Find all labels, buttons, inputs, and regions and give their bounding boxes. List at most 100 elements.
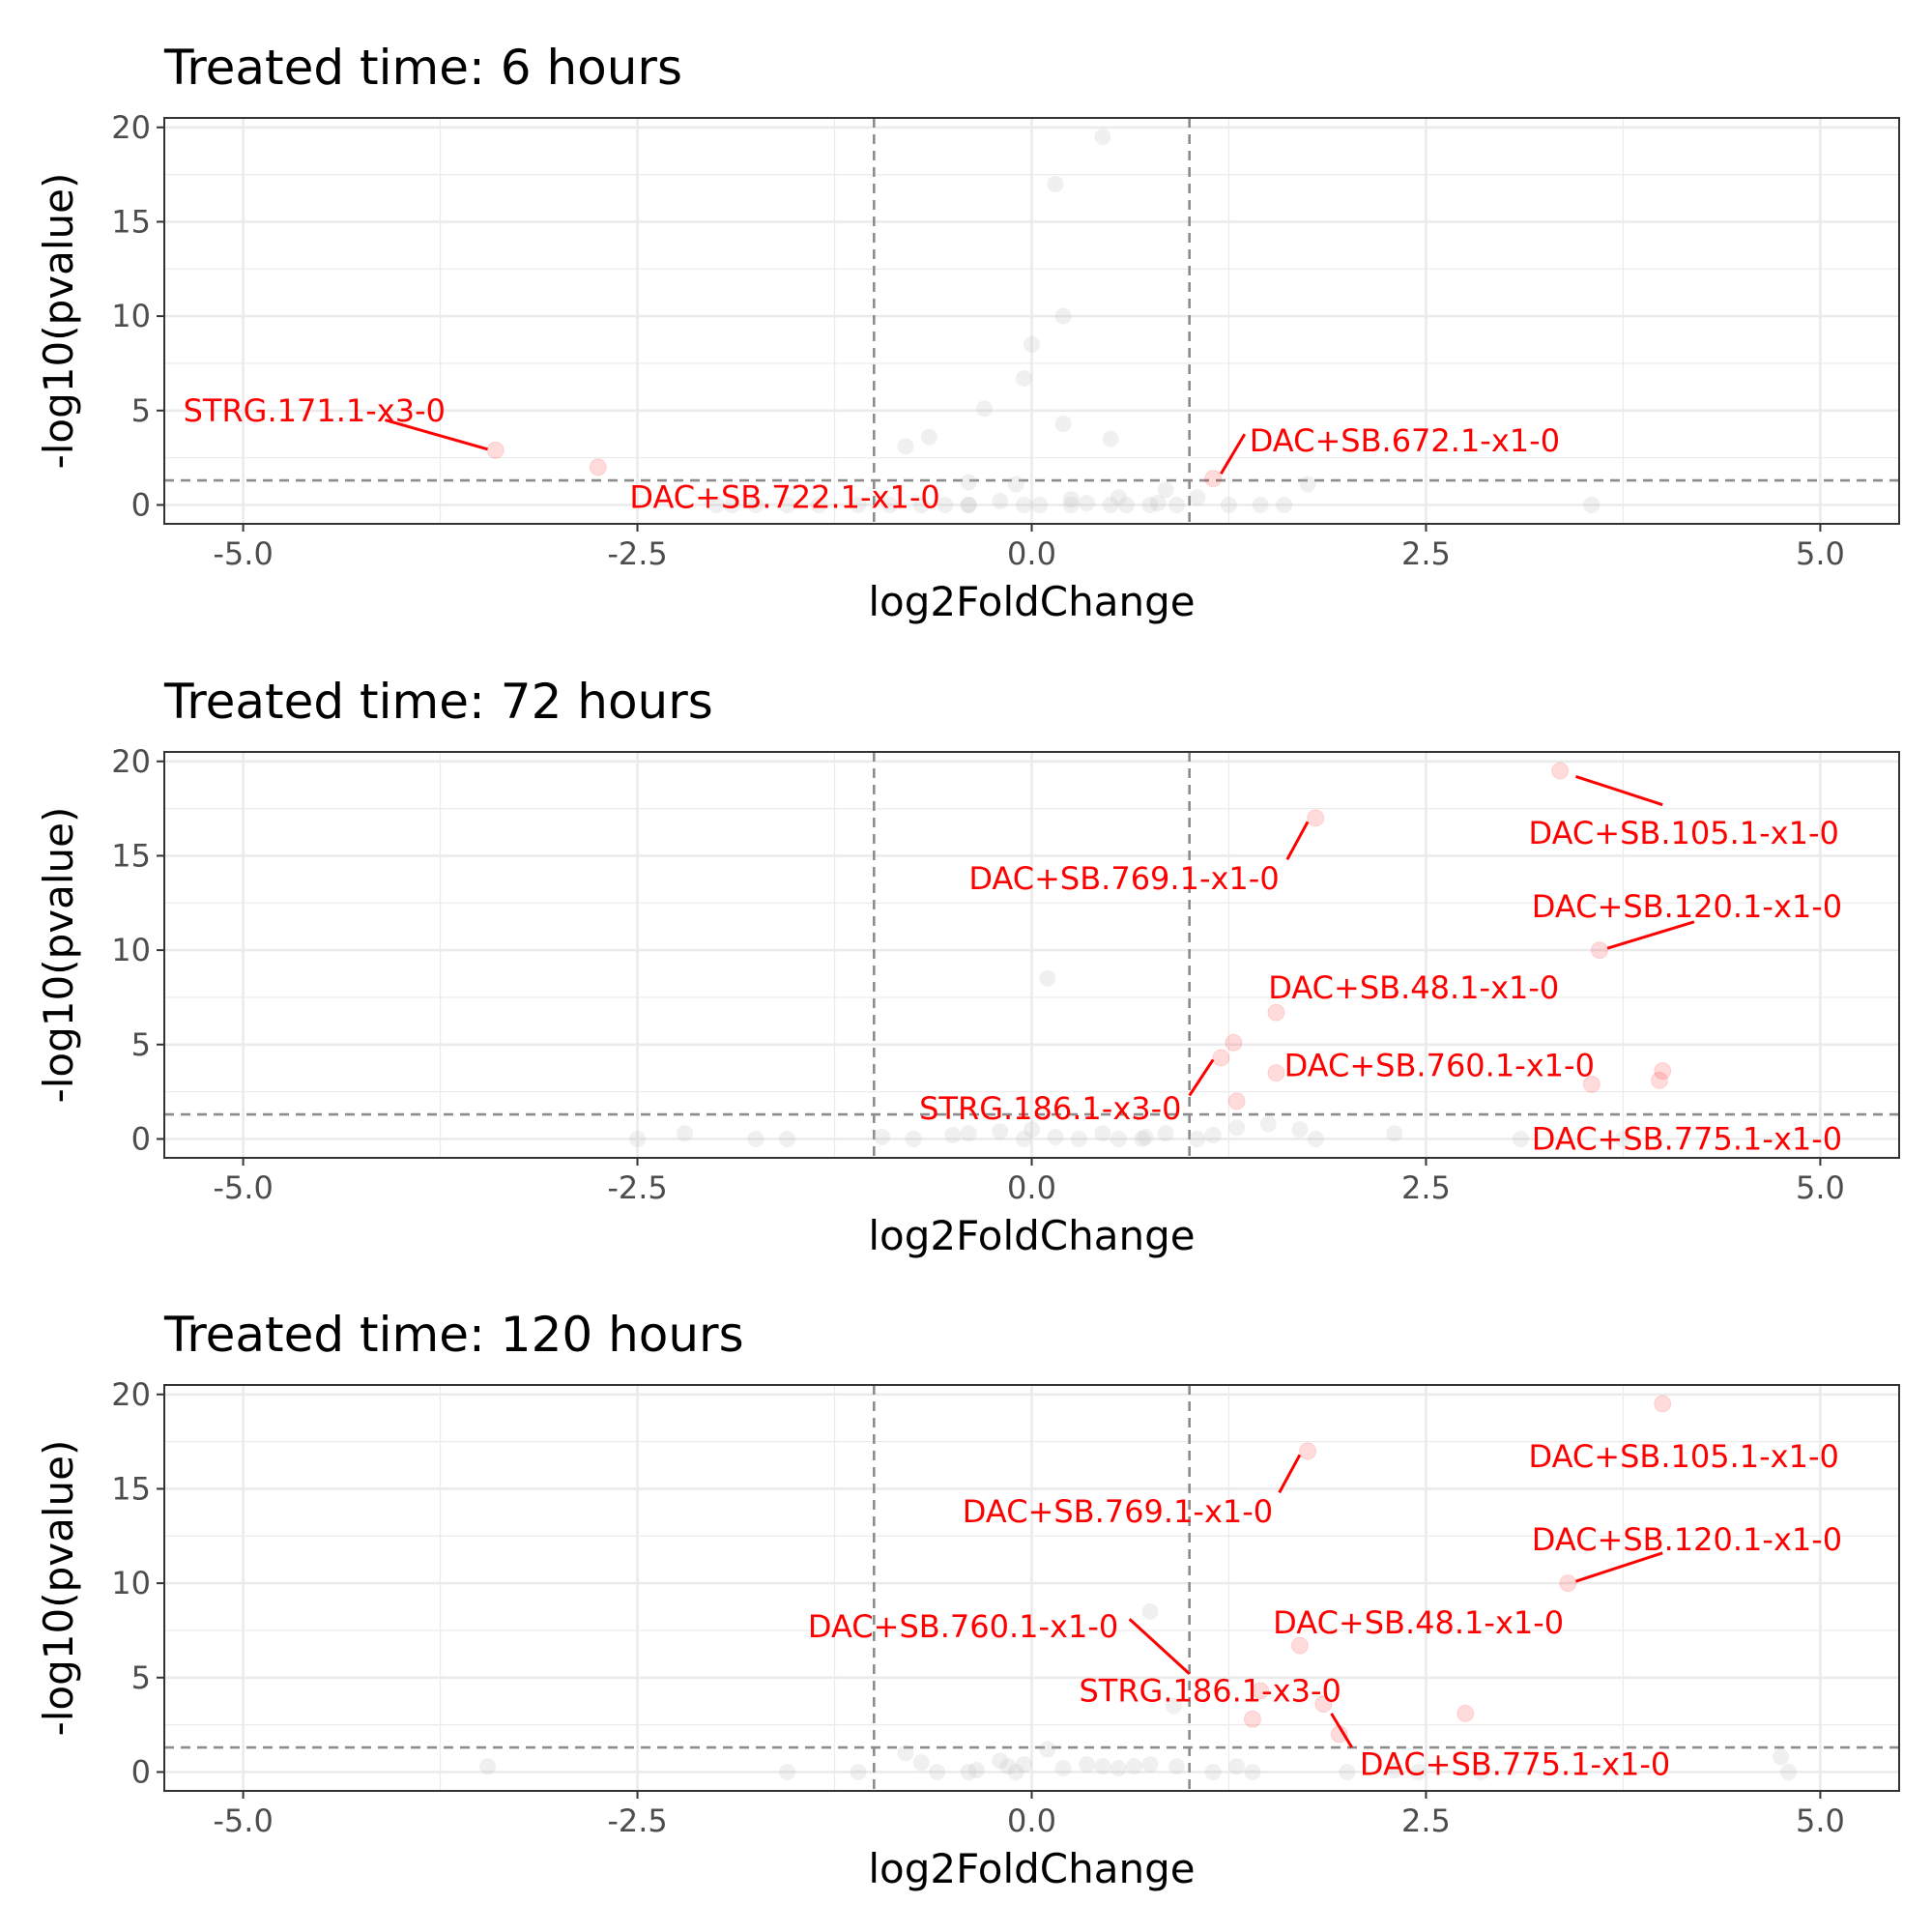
- x-tick-label: 2.5: [1401, 1169, 1451, 1206]
- gene-label: STRG.186.1-x3-0: [1079, 1672, 1341, 1709]
- gene-label: DAC+SB.760.1-x1-0: [808, 1608, 1118, 1645]
- significant-point: [1654, 1062, 1672, 1081]
- nonsignificant-point: [1110, 489, 1127, 506]
- nonsignificant-point: [1141, 496, 1159, 513]
- volcano-panel-2: Treated time: 120 hours DAC+SB.105.1-x1-0…: [35, 1307, 1900, 1892]
- y-axis-label: -log10(pvalue): [35, 173, 82, 470]
- y-tick-label: 20: [111, 109, 151, 146]
- gene-label: STRG.186.1-x3-0: [919, 1090, 1181, 1127]
- nonsignificant-point: [976, 400, 994, 418]
- nonsignificant-point: [992, 1123, 1009, 1140]
- grid-lines: [164, 752, 1899, 1158]
- grid-lines: [164, 1385, 1899, 1791]
- nonsignificant-point: [747, 1130, 764, 1147]
- label-connector: [1575, 1551, 1663, 1583]
- nonsignificant-point: [1252, 496, 1269, 513]
- gene-label: DAC+SB.105.1-x1-0: [1529, 815, 1839, 851]
- nonsignificant-point: [1117, 496, 1135, 513]
- gene-label: DAC+SB.775.1-x1-0: [1360, 1746, 1670, 1783]
- nonsignificant-point: [960, 496, 977, 513]
- nonsignificant-point: [1110, 1760, 1127, 1777]
- x-axis-label: log2FoldChange: [868, 578, 1195, 625]
- y-tick-label: 0: [131, 486, 151, 523]
- nonsignificant-point: [929, 1763, 946, 1780]
- significant-point: [1314, 1695, 1333, 1714]
- nonsignificant-point: [920, 428, 937, 446]
- nonsignificant-point: [1039, 1741, 1056, 1758]
- significant-point: [1307, 809, 1325, 827]
- y-axis-label: -log10(pvalue): [35, 1440, 82, 1737]
- nonsignificant-point: [850, 496, 867, 513]
- y-tick-label: 0: [131, 1120, 151, 1157]
- nonsignificant-point: [1189, 489, 1206, 506]
- nonsignificant-point: [629, 1130, 647, 1147]
- nonsignificant-point: [1141, 1756, 1159, 1773]
- significant-point: [1243, 1710, 1261, 1728]
- nonsignificant-point: [999, 1758, 1017, 1775]
- nonsignificant-point: [707, 496, 725, 513]
- nonsignificant-point: [1386, 1762, 1403, 1779]
- nonsignificant-point: [1276, 496, 1293, 513]
- x-tick-label: -5.0: [213, 535, 273, 572]
- x-tick-label: -5.0: [213, 1169, 273, 1206]
- label-connector: [1330, 1713, 1354, 1748]
- significant-point: [1654, 1395, 1672, 1413]
- nonsignificant-point: [1070, 1130, 1087, 1147]
- nonsignificant-point: [1134, 1130, 1151, 1147]
- y-axis-label: -log10(pvalue): [35, 807, 82, 1104]
- nonsignificant-point: [1062, 496, 1080, 513]
- y-tick-label: 15: [111, 837, 151, 874]
- nonsignificant-point: [1094, 1758, 1111, 1775]
- nonsignificant-point: [1244, 1763, 1261, 1780]
- nonsignificant-point: [960, 474, 977, 491]
- nonsignificant-point: [905, 1130, 922, 1147]
- nonsignificant-point: [897, 438, 914, 455]
- x-tick-label: 5.0: [1796, 535, 1845, 572]
- significant-point: [1225, 1033, 1243, 1052]
- nonsignificant-point: [1386, 1125, 1403, 1142]
- nonsignificant-point: [1047, 175, 1064, 192]
- y-tick-label: 15: [111, 203, 151, 240]
- significant-point: [1267, 1003, 1285, 1022]
- volcano-panel-1: Treated time: 72 hours DAC+SB.105.1-x1-0 D…: [35, 674, 1900, 1259]
- nonsignificant-point: [1007, 476, 1024, 493]
- label-connector: [1278, 1454, 1302, 1494]
- gene-label: DAC+SB.722.1-x1-0: [629, 479, 939, 516]
- nonsignificant-point: [1189, 1130, 1206, 1147]
- significant-point: [1212, 1049, 1230, 1067]
- x-tick-label: -2.5: [607, 1802, 667, 1839]
- x-axis-label: log2FoldChange: [868, 1845, 1195, 1892]
- nonsignificant-point: [1299, 476, 1316, 493]
- nonsignificant-point: [937, 496, 954, 513]
- panel-title: Treated time: 72 hours: [163, 674, 713, 730]
- nonsignificant-point: [1039, 969, 1056, 987]
- nonsignificant-point: [1079, 495, 1096, 512]
- y-tick-label: 0: [131, 1753, 151, 1790]
- nonsignificant-point: [1024, 1121, 1040, 1139]
- nonsignificant-point: [1062, 491, 1080, 508]
- volcano-panel-0: Treated time: 6 hours STRG.171.1-x3-0 DAC+…: [35, 40, 1900, 625]
- nonsignificant-point: [1141, 1602, 1159, 1620]
- nonsignificant-point: [1079, 1756, 1096, 1773]
- nonsignificant-point: [1102, 496, 1119, 513]
- x-axis-label: log2FoldChange: [868, 1212, 1195, 1259]
- nonsignificant-point: [810, 496, 827, 513]
- nonsignificant-point: [1031, 496, 1049, 513]
- nonsignificant-point: [897, 1745, 914, 1762]
- nonsignificant-point: [1047, 1129, 1064, 1146]
- y-tick-label: 20: [111, 1376, 151, 1413]
- nonsignificant-point: [1149, 495, 1167, 512]
- x-tick-label: 5.0: [1796, 1802, 1845, 1839]
- nonsignificant-point: [912, 1754, 930, 1772]
- significant-point: [1299, 1442, 1317, 1460]
- nonsignificant-point: [1015, 496, 1032, 513]
- nonsignificant-point: [1102, 430, 1119, 447]
- nonsignificant-point: [960, 1125, 977, 1142]
- significant-point: [1582, 1075, 1600, 1093]
- nonsignificant-point: [1228, 1758, 1246, 1775]
- nonsignificant-point: [1473, 1763, 1490, 1780]
- label-connector: [385, 418, 488, 451]
- x-tick-label: -2.5: [607, 535, 667, 572]
- nonsignificant-point: [1015, 1756, 1032, 1773]
